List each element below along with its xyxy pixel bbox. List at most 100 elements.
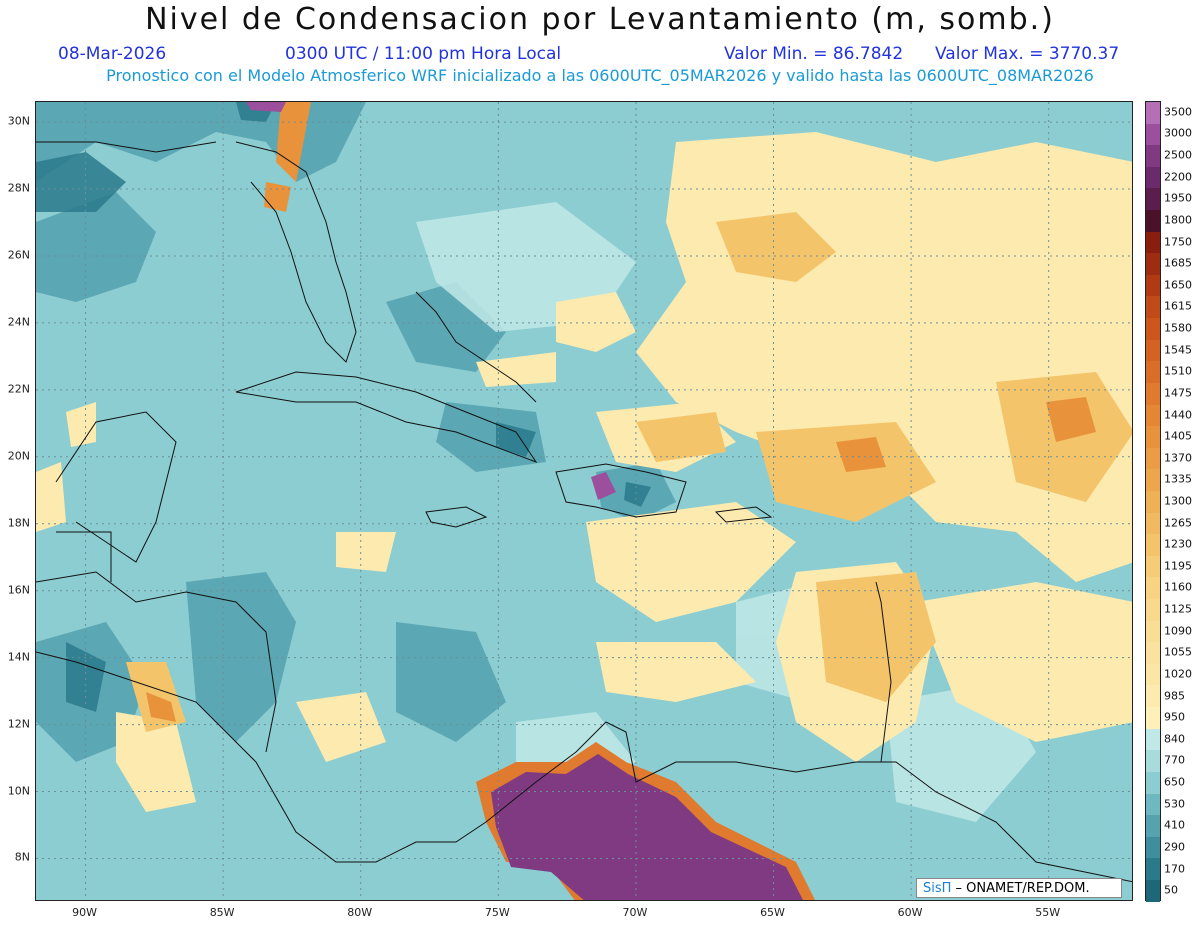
bahamas xyxy=(415,291,537,403)
colorbar-label: 650 xyxy=(1164,775,1185,789)
colorbar-label: 1370 xyxy=(1164,451,1192,465)
colorbar-label: 1160 xyxy=(1164,580,1192,594)
gulf-coast xyxy=(36,141,217,153)
colorbar-label: 1195 xyxy=(1164,559,1192,573)
colorbar-label: 1950 xyxy=(1164,191,1192,205)
colorbar-label: 1800 xyxy=(1164,213,1192,227)
colorbar-segment xyxy=(1146,339,1160,362)
lat-label: 16N xyxy=(7,583,30,597)
colorbar-segment xyxy=(1146,620,1160,643)
colorbar-label: 1335 xyxy=(1164,472,1192,486)
colorbar-label: 1020 xyxy=(1164,667,1192,681)
lat-label: 14N xyxy=(7,650,30,664)
central-america-coast xyxy=(36,651,487,863)
central-america-coast-north xyxy=(36,571,277,753)
lon-label: 90W xyxy=(72,906,97,919)
lat-label: 8N xyxy=(14,850,30,864)
lesser-antilles xyxy=(875,581,892,763)
colorbar-label: 170 xyxy=(1164,862,1185,876)
colorbar-segment xyxy=(1146,707,1160,729)
map-title: Nivel de Condensacion por Levantamiento … xyxy=(145,2,1055,37)
colorbar-label: 1685 xyxy=(1164,256,1192,270)
max-value: Valor Max. = 3770.37 xyxy=(935,44,1120,64)
colorbar-label: 3000 xyxy=(1164,126,1192,140)
map-canvas[interactable] xyxy=(35,101,1133,901)
colorbar-label: 1300 xyxy=(1164,494,1192,508)
venezuela-coast xyxy=(485,721,1132,883)
colorbar-segment xyxy=(1146,599,1160,621)
model-info: Pronostico con el Modelo Atmosferico WRF… xyxy=(106,66,1094,85)
lat-label: 22N xyxy=(7,382,30,396)
colorbar-segment xyxy=(1146,210,1160,232)
lon-label: 65W xyxy=(760,906,785,919)
lon-label: 55W xyxy=(1035,906,1061,919)
colorbar-segment xyxy=(1146,685,1160,708)
colorbar-segment xyxy=(1146,642,1160,664)
colorbar-segment xyxy=(1146,577,1160,600)
colorbar-label: 1545 xyxy=(1164,343,1192,357)
colorbar-segment xyxy=(1146,426,1160,448)
min-value: Valor Min. = 86.7842 xyxy=(724,44,904,64)
puerto-rico-coast xyxy=(714,506,773,523)
lat-label: 26N xyxy=(7,248,30,262)
colorbar-segment xyxy=(1146,771,1160,794)
coastlines xyxy=(36,141,1132,883)
colorbar-segment xyxy=(1146,253,1160,275)
colorbar-label: 50 xyxy=(1164,883,1178,897)
colorbar-segment xyxy=(1146,750,1160,772)
lon-label: 75W xyxy=(484,906,510,919)
florida-coast xyxy=(235,141,357,363)
forecast-time: 0300 UTC / 11:00 pm Hora Local xyxy=(285,44,562,64)
colorbar-segment xyxy=(1146,102,1160,124)
colorbar-label: 1510 xyxy=(1164,364,1192,378)
colorbar-label: 1475 xyxy=(1164,386,1192,400)
colorbar-label: 3500 xyxy=(1164,105,1192,119)
lat-label: 18N xyxy=(7,516,30,530)
colorbar-segment xyxy=(1146,512,1160,535)
colorbar-segment xyxy=(1146,447,1160,470)
colorbar-label: 1090 xyxy=(1164,624,1192,638)
lat-label: 28N xyxy=(7,181,30,195)
colorbar-label: 2500 xyxy=(1164,148,1192,162)
lat-label: 10N xyxy=(7,784,30,798)
colorbar-label: 1265 xyxy=(1164,516,1192,530)
colorbar-label: 1055 xyxy=(1164,645,1192,659)
belize-border xyxy=(56,531,112,582)
forecast-date: 08-Mar-2026 xyxy=(58,44,167,64)
colorbar-segment xyxy=(1146,879,1160,902)
lat-label: 12N xyxy=(7,717,30,731)
colorbar-segment xyxy=(1146,663,1160,686)
colorbar-segment xyxy=(1146,145,1160,167)
colorbar-segment xyxy=(1146,534,1160,556)
lon-label: 80W xyxy=(347,906,373,919)
colorbar-segment xyxy=(1146,555,1160,578)
colorbar-segment xyxy=(1146,793,1160,816)
colorbar-label: 950 xyxy=(1164,710,1185,724)
credit-org: – ONAMET/REP.DOM. xyxy=(951,881,1090,896)
colorbar-segment xyxy=(1146,836,1160,859)
lon-label: 60W xyxy=(897,906,923,919)
field-extreme xyxy=(246,102,815,900)
colorbar-label: 410 xyxy=(1164,818,1185,832)
lat-label: 30N xyxy=(7,114,30,128)
hispaniola-coast xyxy=(555,463,687,518)
colorbar-segment xyxy=(1146,296,1160,319)
colorbar-segment xyxy=(1146,123,1160,146)
colorbar-label: 1440 xyxy=(1164,408,1192,421)
colorbar-segment xyxy=(1146,382,1160,405)
colorbar-segment xyxy=(1146,274,1160,297)
cuba-coast xyxy=(235,371,538,464)
colorbar-segment xyxy=(1146,815,1160,837)
lon-label: 70W xyxy=(622,906,648,919)
colorbar-label: 1750 xyxy=(1164,235,1192,249)
lat-label: 20N xyxy=(7,449,30,463)
colorbar-label: 2200 xyxy=(1164,170,1192,184)
colorbar-segment xyxy=(1146,318,1160,340)
colorbar-label: 1615 xyxy=(1164,299,1192,313)
lat-label: 24N xyxy=(7,315,30,329)
colorbar-segment xyxy=(1146,188,1160,211)
colorbar-segment xyxy=(1146,404,1160,427)
colorbar-segment xyxy=(1146,490,1160,513)
colorbar-segment xyxy=(1146,728,1160,751)
colorbar-segment xyxy=(1146,166,1160,189)
